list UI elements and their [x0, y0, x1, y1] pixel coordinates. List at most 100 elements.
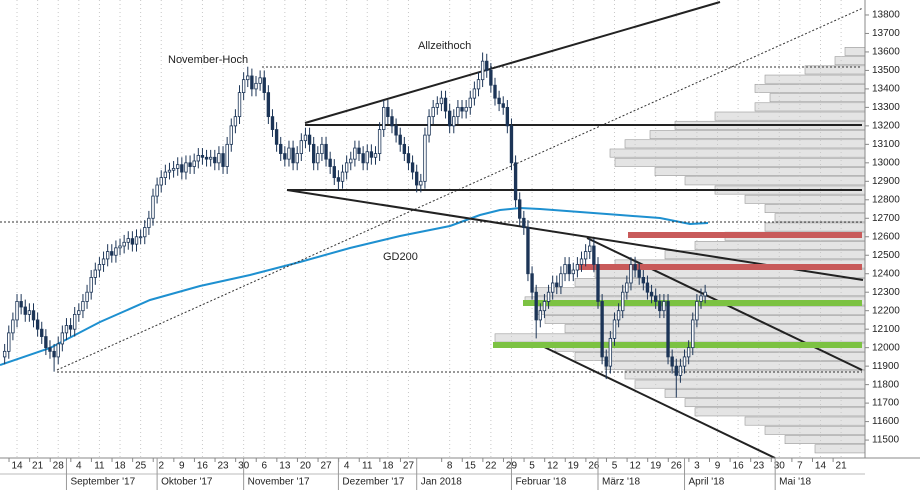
- month-label: Dezember '17: [342, 477, 404, 488]
- candle-body: [415, 171, 419, 186]
- profile-bar: [684, 176, 866, 186]
- x-tick-label: 27: [320, 461, 332, 472]
- profile-bar: [764, 222, 866, 232]
- x-tick-label: 18: [382, 461, 394, 472]
- x-tick-label: 22: [485, 461, 497, 472]
- candle-body: [353, 147, 357, 160]
- candle-body: [81, 301, 85, 312]
- candle-body: [114, 247, 118, 256]
- candle-body: [44, 336, 48, 349]
- y-tick-label: 13300: [872, 102, 900, 113]
- x-tick-label: 7: [797, 461, 803, 472]
- candle-body: [637, 269, 641, 278]
- y-tick-label: 13200: [872, 121, 900, 132]
- candle-body: [171, 167, 176, 171]
- y-tick-label: 11500: [872, 435, 900, 446]
- candle-body: [550, 282, 555, 293]
- month-label: Mai '18: [779, 477, 811, 488]
- candle-body: [390, 116, 394, 127]
- candle-body: [229, 125, 233, 145]
- candle-body: [196, 155, 200, 162]
- candle-body: [184, 162, 188, 173]
- resistance-zone: [578, 264, 862, 270]
- candle-body: [250, 75, 254, 90]
- candle-body: [567, 264, 571, 275]
- month-label: April '18: [689, 477, 725, 488]
- candle-body: [312, 143, 316, 164]
- candle-body: [320, 143, 324, 154]
- candle-body: [73, 313, 77, 330]
- candle-body: [546, 291, 551, 302]
- candle-body: [641, 277, 645, 284]
- profile-bar: [684, 398, 866, 408]
- x-tick-label: 23: [217, 461, 229, 472]
- trend-line: [539, 344, 776, 459]
- x-tick-label: 23: [753, 461, 765, 472]
- candle-body: [68, 325, 73, 330]
- candle-body: [505, 106, 510, 127]
- x-tick-label: 2: [158, 461, 164, 472]
- y-tick-label: 13500: [872, 65, 900, 76]
- candle-body: [77, 310, 81, 315]
- x-tick-label: 3: [694, 461, 700, 472]
- candle-body: [188, 162, 192, 167]
- candle-body: [493, 84, 497, 99]
- candle-body: [344, 162, 349, 173]
- candle-body: [472, 88, 477, 99]
- profile-bar: [609, 148, 866, 158]
- candle-body: [105, 251, 110, 260]
- candle-body: [340, 171, 345, 182]
- candle-body: [130, 238, 135, 245]
- candle-body: [526, 227, 530, 275]
- y-tick-label: 13700: [872, 28, 900, 39]
- candle-body: [435, 103, 439, 108]
- candle-body: [237, 92, 242, 118]
- resistance-zone: [628, 232, 862, 238]
- y-tick-label: 12300: [872, 287, 900, 298]
- candle-body: [682, 356, 687, 367]
- candle-body: [616, 310, 621, 321]
- candle-body: [56, 343, 60, 358]
- candle-body: [52, 350, 56, 358]
- candle-body: [662, 301, 666, 312]
- candle-body: [670, 356, 674, 367]
- candles: [2, 52, 707, 398]
- y-tick-label: 13000: [872, 157, 900, 168]
- month-label: Februar '18: [515, 477, 566, 488]
- candle-body: [254, 82, 258, 90]
- candle-body: [204, 156, 209, 160]
- profile-bar: [534, 305, 866, 315]
- profile-bar: [654, 167, 866, 176]
- y-tick-label: 13800: [872, 10, 900, 21]
- profile-bar: [769, 93, 866, 103]
- candle-body: [287, 147, 291, 160]
- candle-body: [419, 180, 423, 186]
- month-label: November '17: [248, 477, 310, 488]
- profile-bar: [634, 379, 866, 389]
- candle-body: [180, 164, 184, 173]
- candle-body: [19, 301, 23, 308]
- candle-body: [658, 301, 662, 312]
- candle-body: [596, 264, 600, 302]
- candle-body: [299, 140, 304, 154]
- x-tick-label: 9: [179, 461, 185, 472]
- y-tick-label: 13400: [872, 84, 900, 95]
- profile-bar: [574, 278, 866, 287]
- y-tick-label: 11800: [872, 379, 900, 390]
- candle-body: [2, 350, 7, 358]
- candle-body: [645, 282, 650, 293]
- candle-body: [555, 282, 559, 288]
- candle-body: [147, 217, 151, 228]
- profile-bar: [664, 388, 866, 398]
- candle-body: [35, 319, 40, 330]
- x-tick-label: 6: [261, 461, 267, 472]
- candle-body: [200, 155, 205, 158]
- candle-body: [60, 332, 65, 345]
- candle-body: [357, 147, 361, 154]
- candle-body: [518, 199, 522, 219]
- candle-body: [456, 106, 460, 118]
- x-tick-label: 11: [94, 461, 105, 472]
- candle-body: [217, 153, 221, 164]
- candle-body: [398, 134, 402, 145]
- profile-bar: [624, 139, 866, 149]
